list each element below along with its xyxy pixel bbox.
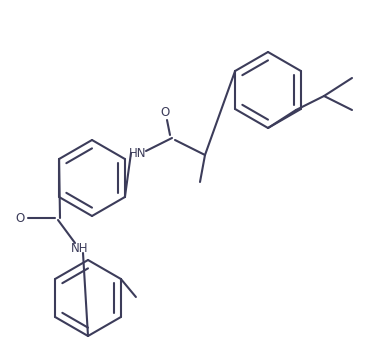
Text: O: O xyxy=(161,106,170,118)
Text: O: O xyxy=(15,212,25,224)
Text: NH: NH xyxy=(71,242,89,255)
Text: HN: HN xyxy=(129,146,147,160)
